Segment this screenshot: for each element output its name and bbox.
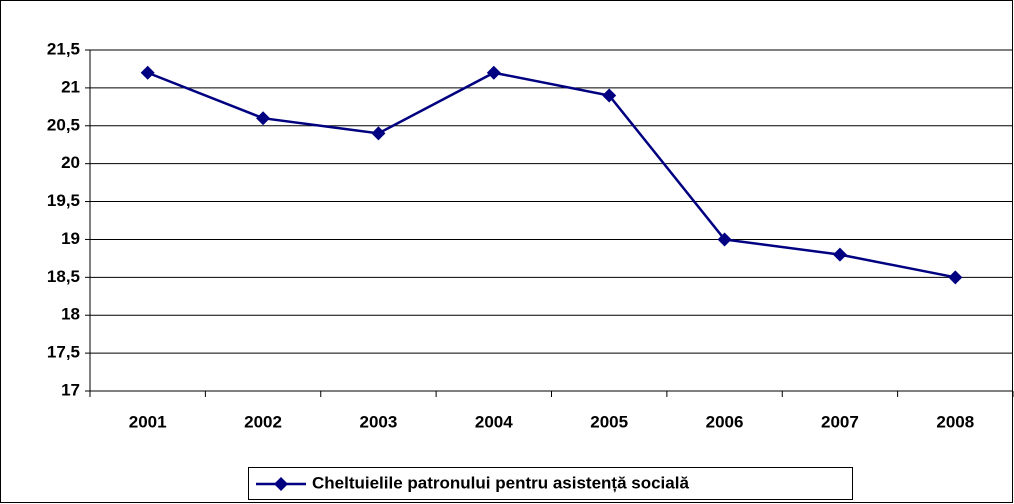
x-tick-label: 2002 — [244, 412, 282, 431]
y-tick-label: 17 — [61, 380, 80, 399]
y-tick-label: 20,5 — [47, 115, 80, 134]
x-tick-label: 2004 — [475, 412, 513, 431]
data-point — [140, 65, 155, 80]
data-point — [486, 65, 501, 80]
legend-label: Cheltuielile patronului pentru asistență… — [312, 473, 689, 492]
data-point — [371, 126, 386, 141]
y-tick-label: 19 — [61, 229, 80, 248]
y-tick-label: 18,5 — [47, 267, 80, 286]
y-tick-label: 21,5 — [47, 39, 80, 58]
y-tick-label: 20 — [61, 153, 80, 172]
x-tick-label: 2008 — [936, 412, 974, 431]
y-tick-label: 17,5 — [47, 343, 80, 362]
y-tick-label: 18 — [61, 305, 80, 324]
data-point — [602, 88, 617, 103]
y-tick-label: 19,5 — [47, 191, 80, 210]
legend-box — [248, 467, 853, 500]
series-line — [147, 71, 956, 279]
legend-marker — [274, 477, 288, 491]
data-point — [717, 232, 732, 247]
x-tick-label: 2006 — [706, 412, 744, 431]
data-point — [832, 247, 847, 262]
x-tick-label: 2005 — [590, 412, 628, 431]
x-tick-label: 2001 — [129, 412, 167, 431]
data-point — [256, 111, 271, 126]
x-tick-label: 2003 — [360, 412, 398, 431]
x-tick-label: 2007 — [821, 412, 859, 431]
data-point — [948, 270, 963, 285]
y-tick-label: 21 — [61, 77, 80, 96]
